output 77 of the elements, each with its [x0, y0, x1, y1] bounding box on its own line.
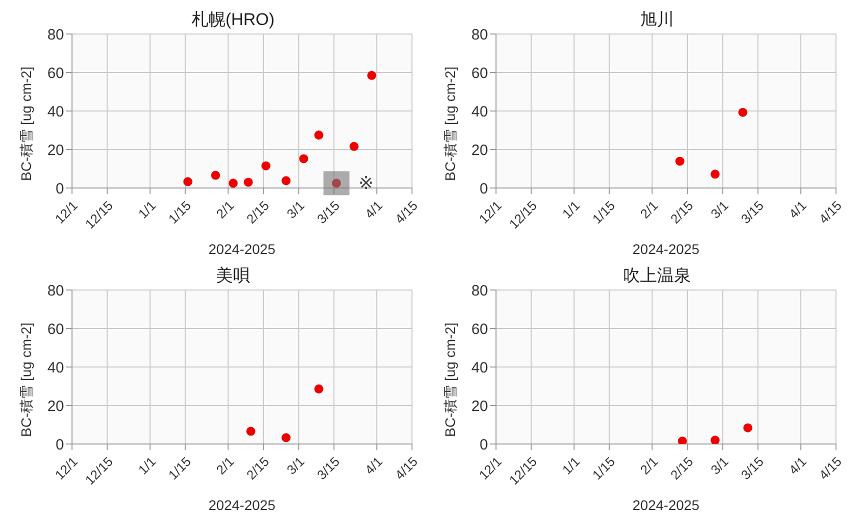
point [314, 130, 324, 140]
x-tick-label: 4/1 [786, 198, 810, 222]
point [246, 426, 256, 436]
x-tick-label: 3/1 [284, 454, 308, 478]
point [710, 170, 720, 179]
point [299, 154, 308, 164]
x-tick-label: 4/15 [816, 198, 845, 226]
y-tick-label: 80 [471, 26, 488, 44]
x-tick-label: 2/1 [213, 198, 237, 222]
point [350, 142, 359, 151]
x-tick-label: 3/1 [708, 454, 732, 478]
x-tick-label: 4/1 [362, 198, 386, 222]
y-tick-label: 80 [47, 282, 64, 300]
x-tick-label: 2/1 [213, 454, 237, 478]
y-tick-label: 80 [471, 282, 488, 300]
annotation: ※ [358, 173, 374, 194]
y-tick-label: 20 [471, 398, 488, 415]
y-tick-label: 20 [47, 142, 64, 159]
x-tick-label: 2/1 [637, 454, 661, 478]
chart-title: 美唄 [216, 266, 250, 285]
chart-title: 旭川 [640, 10, 674, 29]
x-tick-label: 4/1 [362, 454, 386, 478]
x-tick-label: 3/1 [708, 198, 732, 222]
x-tick-label: 3/15 [738, 198, 766, 226]
x-axis-title: 2024-2025 [208, 241, 276, 257]
chart-title: 札幌(HRO) [191, 10, 275, 29]
y-tick-label: 40 [47, 103, 64, 120]
y-tick-label: 40 [471, 359, 488, 376]
y-axis-title: BC-積雪 [ug cm-2] [442, 66, 458, 181]
x-tick-label: 3/15 [314, 454, 342, 482]
x-tick-label: 12/1 [52, 454, 81, 482]
y-tick-label: 0 [480, 436, 488, 454]
x-tick-label: 1/1 [135, 454, 159, 478]
point [211, 170, 220, 180]
point [282, 176, 291, 186]
y-tick-label: 60 [471, 64, 488, 82]
x-tick-label: 12/1 [476, 198, 505, 226]
y-tick-label: 20 [471, 142, 488, 159]
x-axis-title: 2024-2025 [632, 497, 700, 513]
x-tick-label: 2/1 [637, 198, 661, 222]
point [244, 178, 253, 187]
x-tick-label: 12/1 [476, 454, 505, 482]
y-tick-label: 60 [47, 64, 64, 82]
y-tick-label: 20 [47, 398, 64, 415]
x-tick-label: 3/15 [314, 198, 342, 226]
point [738, 108, 748, 117]
y-axis-title: BC-積雪 [ug cm-2] [18, 322, 34, 437]
y-axis-title: BC-積雪 [ug cm-2] [442, 322, 458, 437]
y-tick-label: 0 [480, 180, 488, 198]
x-tick-label: 4/15 [392, 198, 421, 226]
y-tick-label: 0 [56, 180, 64, 198]
point [282, 433, 291, 442]
x-tick-label: 1/1 [135, 198, 159, 222]
x-tick-label: 3/1 [284, 198, 308, 222]
x-tick-label: 12/1 [52, 198, 81, 226]
x-tick-label: 4/15 [392, 454, 421, 482]
x-axis-title: 2024-2025 [208, 497, 276, 513]
y-axis-title: BC-積雪 [ug cm-2] [18, 66, 34, 181]
point [675, 156, 684, 166]
y-tick-label: 60 [471, 320, 488, 338]
y-tick-label: 80 [47, 26, 64, 44]
x-tick-label: 1/1 [559, 198, 583, 222]
y-tick-label: 40 [471, 103, 488, 120]
point [367, 70, 376, 80]
point [314, 384, 324, 394]
point [228, 178, 238, 188]
x-tick-label: 1/1 [559, 454, 583, 478]
x-tick-label: 3/15 [738, 454, 766, 482]
y-tick-label: 60 [47, 320, 64, 338]
point [183, 177, 192, 186]
x-axis-title: 2024-2025 [632, 241, 700, 257]
y-tick-label: 40 [47, 359, 64, 376]
y-tick-label: 0 [56, 436, 64, 454]
x-tick-label: 4/1 [786, 454, 810, 478]
point [261, 161, 270, 170]
chart-title: 吹上温泉 [623, 266, 691, 285]
x-tick-label: 4/15 [816, 454, 845, 482]
